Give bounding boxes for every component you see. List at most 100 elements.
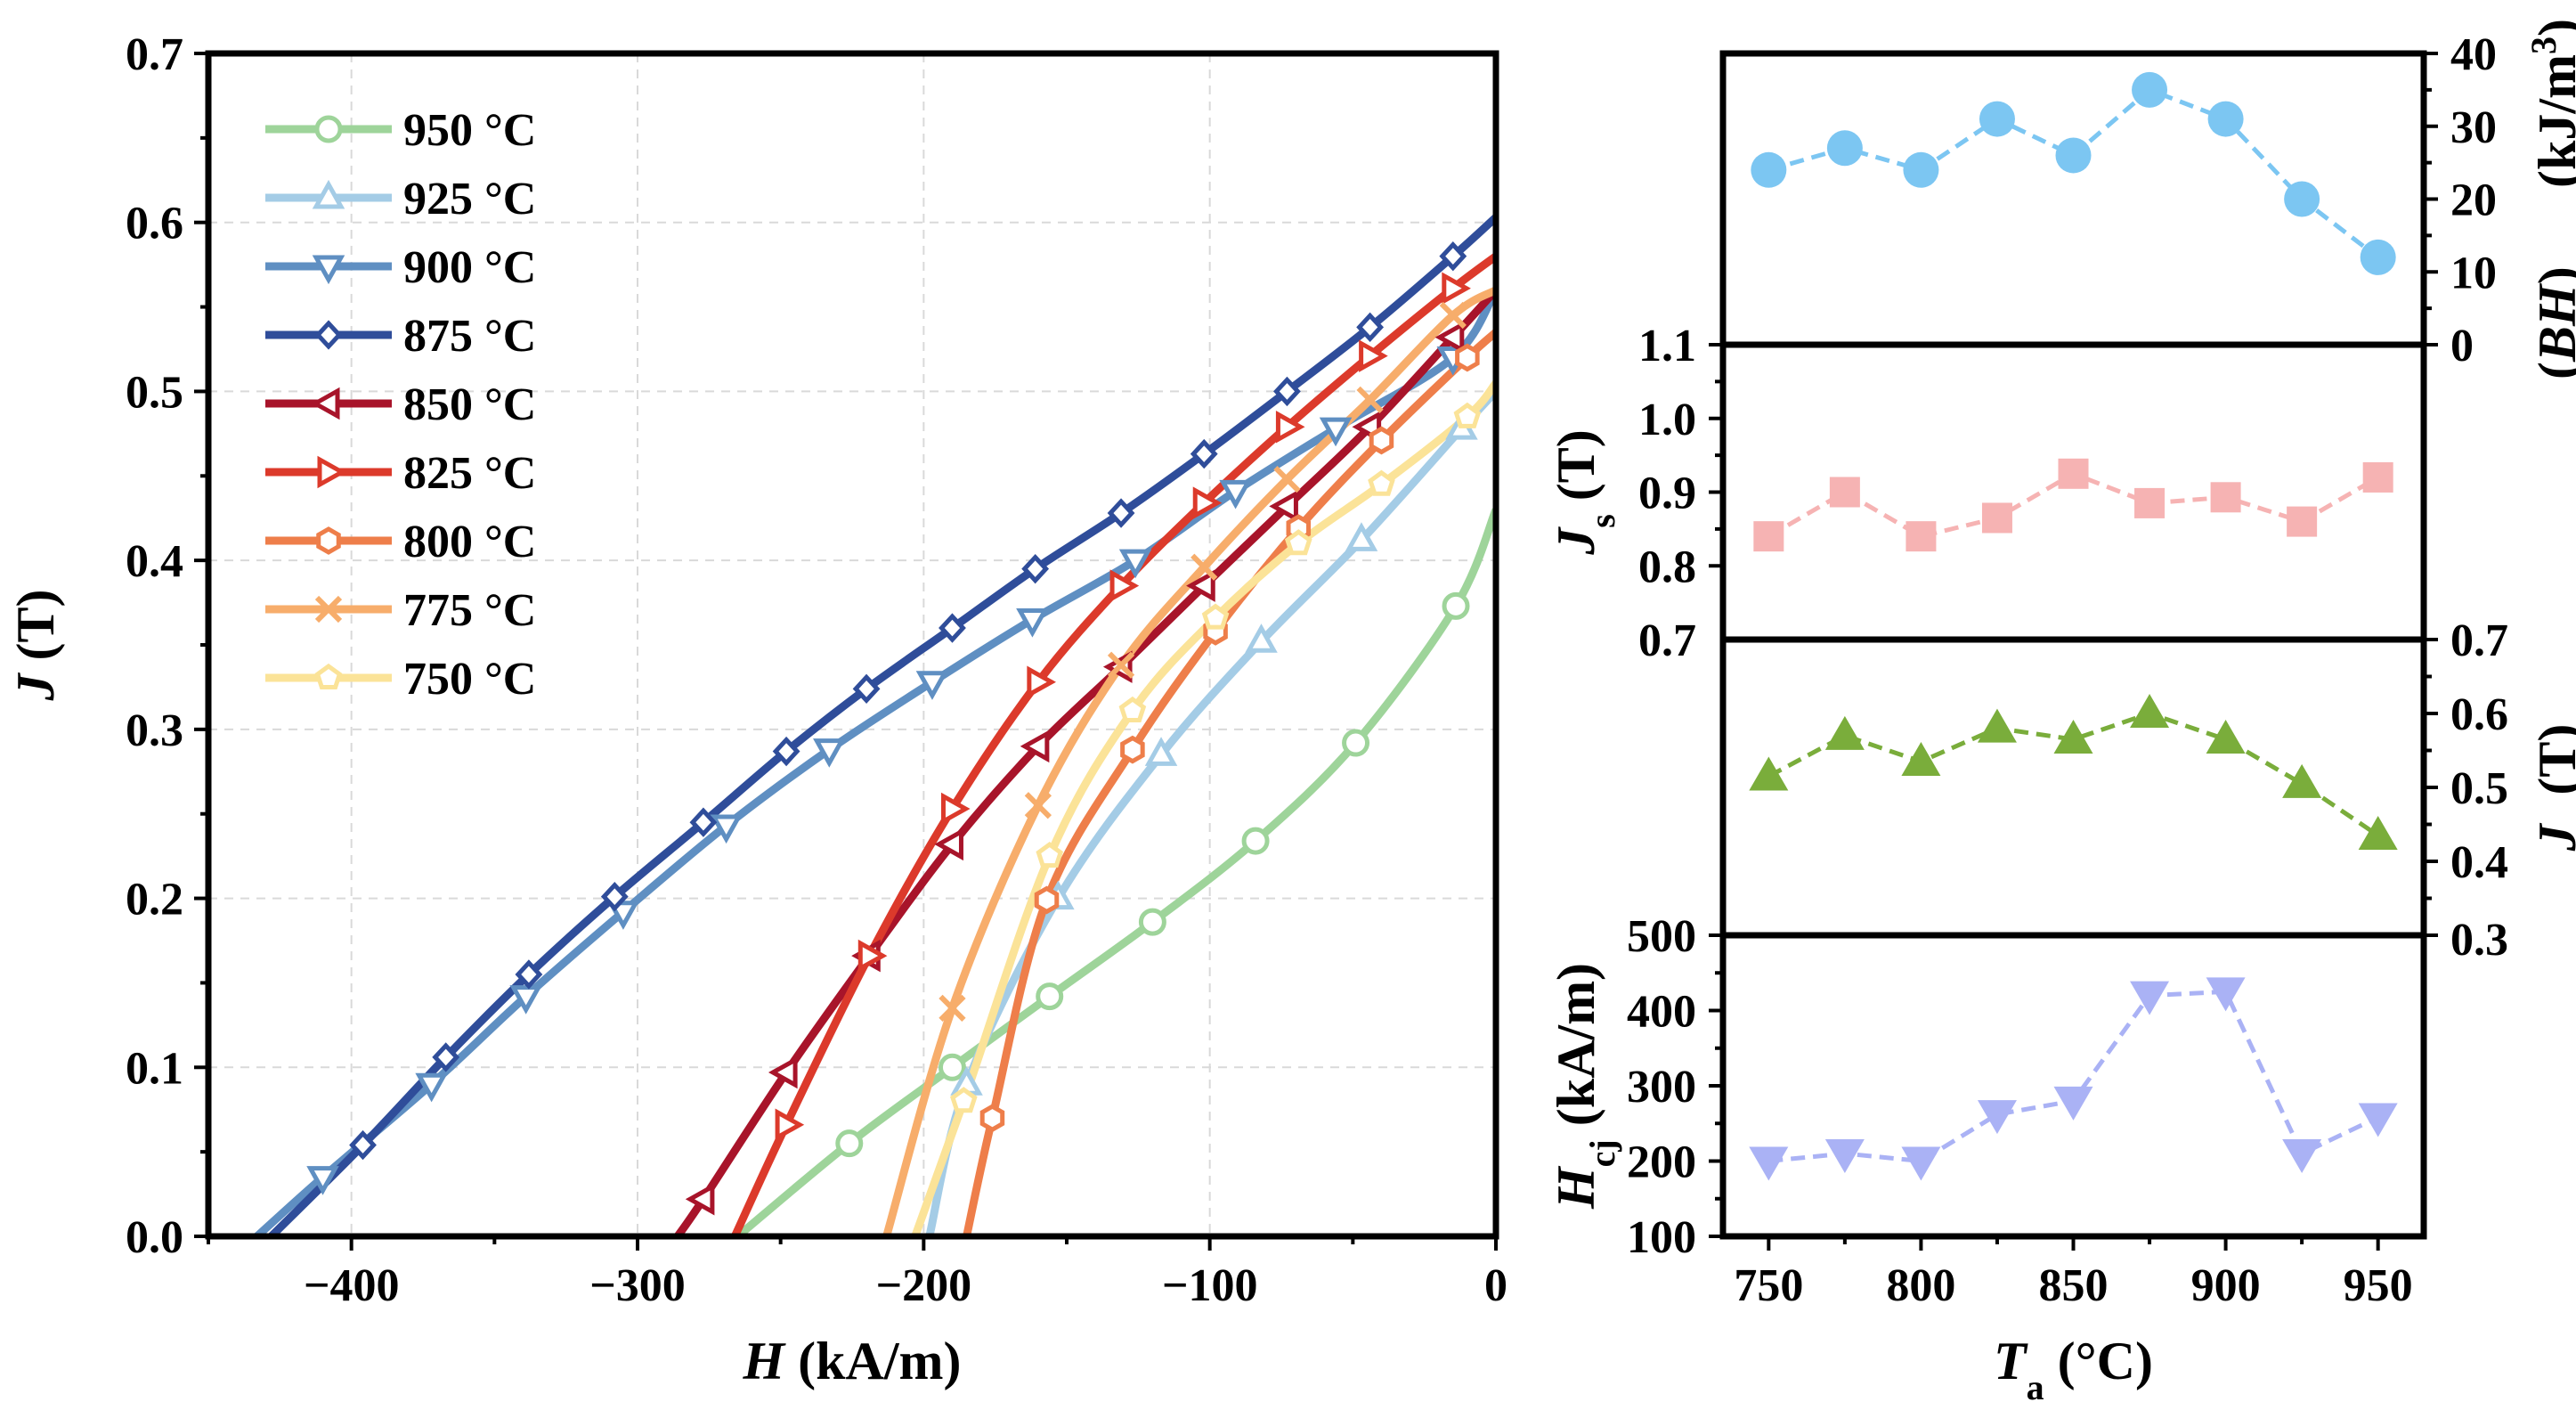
jr-marker bbox=[2358, 815, 2398, 850]
hcj-unit: (kA/m) bbox=[1547, 963, 1605, 1139]
y-axis-title-symbol: J bbox=[6, 672, 65, 701]
y-tick-label: 0.0 bbox=[126, 1212, 183, 1263]
bhmax-marker bbox=[1903, 151, 1939, 188]
ta-subscript: a bbox=[2027, 1367, 2044, 1402]
legend-marker bbox=[314, 320, 343, 350]
marker-900 bbox=[710, 814, 743, 844]
ta-x-axis-title: Ta (°C) bbox=[1994, 1332, 2153, 1402]
marker-900 bbox=[1016, 608, 1049, 638]
y-tick-label: 0.4 bbox=[126, 536, 183, 587]
jr-unit: (T) bbox=[2528, 724, 2576, 809]
hcj-y-tick-label: 400 bbox=[1627, 987, 1696, 1038]
marker-800 bbox=[1455, 343, 1480, 372]
marker-925 bbox=[1144, 737, 1178, 766]
marker-800 bbox=[1120, 735, 1145, 764]
bh-open: ( bbox=[2528, 362, 2576, 379]
js-marker bbox=[1829, 477, 1860, 508]
marker-775 bbox=[1273, 465, 1301, 493]
hcj-marker bbox=[1749, 1146, 1789, 1181]
legend-label: 775 °C bbox=[403, 585, 536, 636]
ta-x-tick-label: 950 bbox=[2344, 1260, 2413, 1311]
ta-x-tick-label: 900 bbox=[2191, 1260, 2261, 1311]
bh-unit: (kJ/m bbox=[2528, 54, 2576, 201]
series-line-750 bbox=[911, 380, 1496, 1236]
js-marker bbox=[2287, 506, 2318, 537]
marker-875 bbox=[1439, 240, 1467, 272]
y-tick-label: 0.1 bbox=[126, 1043, 183, 1094]
marker-950 bbox=[1241, 827, 1270, 855]
bhmax-y-tick-label: 10 bbox=[2450, 248, 2497, 298]
y-tick-label: 0.3 bbox=[126, 705, 183, 756]
bhmax-axis-title: (BH)max (kJ/m3) bbox=[2523, 19, 2576, 379]
marker-825 bbox=[1109, 569, 1140, 602]
marker-750 bbox=[1036, 842, 1064, 868]
marker-900 bbox=[306, 1166, 339, 1195]
series-line-925 bbox=[925, 388, 1496, 1236]
jr-marker bbox=[1824, 715, 1865, 750]
y-axis-title: J (T) bbox=[6, 590, 65, 702]
series-line-900 bbox=[254, 288, 1496, 1236]
marker-850 bbox=[1020, 730, 1050, 763]
plot-area bbox=[254, 214, 1496, 1236]
js-y-tick-label: 0.9 bbox=[1638, 469, 1696, 519]
jr-subscript: r bbox=[2564, 809, 2576, 825]
panel-jr: 0.3 0.4 0.5 0.6 0.7 0.7 Jr (T) bbox=[1638, 615, 2576, 966]
x-axis-title-unit: (kA/m) bbox=[784, 1332, 961, 1390]
marker-850 bbox=[1269, 490, 1298, 523]
marker-850 bbox=[1186, 569, 1215, 602]
marker-875 bbox=[1021, 553, 1050, 584]
jr-axis-title: Jr (T) bbox=[2528, 724, 2576, 852]
legend-marker bbox=[314, 663, 343, 690]
jr-line bbox=[1767, 711, 2380, 838]
bh-unit-close: ) bbox=[2528, 19, 2576, 37]
marker-875 bbox=[1356, 312, 1385, 343]
ta-x-tick-label: 800 bbox=[1886, 1260, 1955, 1311]
marker-925 bbox=[1245, 624, 1278, 653]
y-tick-label: 0.7 bbox=[126, 29, 183, 80]
bhmax-marker bbox=[2132, 71, 2168, 108]
marker-900 bbox=[1219, 479, 1252, 509]
hcj-marker bbox=[2130, 981, 2170, 1015]
hcj-axis-title: Hcj (kA/m) bbox=[1547, 963, 1622, 1210]
bhmax-line bbox=[1767, 87, 2380, 259]
marker-900 bbox=[415, 1072, 448, 1103]
js-symbol: J bbox=[1547, 526, 1605, 556]
marker-875 bbox=[772, 736, 800, 767]
panel-js: 0.8 0.9 1.0 1.1 Js (T) bbox=[1547, 321, 2427, 643]
js-marker bbox=[2210, 482, 2241, 513]
ta-unit: (°C) bbox=[2044, 1332, 2153, 1390]
y-tick-label: 0.5 bbox=[126, 367, 183, 418]
js-marker bbox=[2134, 487, 2166, 518]
series-line-950 bbox=[735, 508, 1496, 1236]
marker-900 bbox=[915, 671, 949, 700]
hcj-y-tick-label: 200 bbox=[1627, 1137, 1696, 1188]
marker-875 bbox=[1190, 438, 1218, 469]
legend-label: 850 °C bbox=[403, 379, 536, 430]
bhmax-marker bbox=[1826, 130, 1863, 167]
marker-900 bbox=[1319, 417, 1353, 447]
legend-label: 950 °C bbox=[403, 105, 536, 156]
jr-marker bbox=[1977, 708, 2017, 743]
bhmax-y-tick-label: 30 bbox=[2450, 102, 2497, 153]
hcj-marker bbox=[2206, 977, 2246, 1012]
marker-875 bbox=[1107, 498, 1135, 528]
marker-950 bbox=[1342, 729, 1370, 757]
legend-marker bbox=[312, 179, 345, 209]
bhmax-marker bbox=[1979, 101, 2015, 137]
legend-marker bbox=[317, 455, 347, 489]
marker-850 bbox=[685, 1182, 715, 1216]
hcj-symbol: H bbox=[1547, 1165, 1605, 1210]
main-frame bbox=[205, 50, 1499, 1240]
hcj-y-tick-label: 300 bbox=[1627, 1062, 1696, 1113]
bh-close: ) bbox=[2528, 266, 2576, 284]
x-axis-title-symbol: H bbox=[743, 1332, 787, 1390]
hcj-line bbox=[1768, 989, 2379, 1164]
js-marker bbox=[1981, 502, 2012, 534]
legend-label: 825 °C bbox=[403, 448, 536, 499]
bh-symbol: BH bbox=[2528, 282, 2576, 363]
jr-y-tick-label: 0.6 bbox=[2450, 689, 2508, 740]
